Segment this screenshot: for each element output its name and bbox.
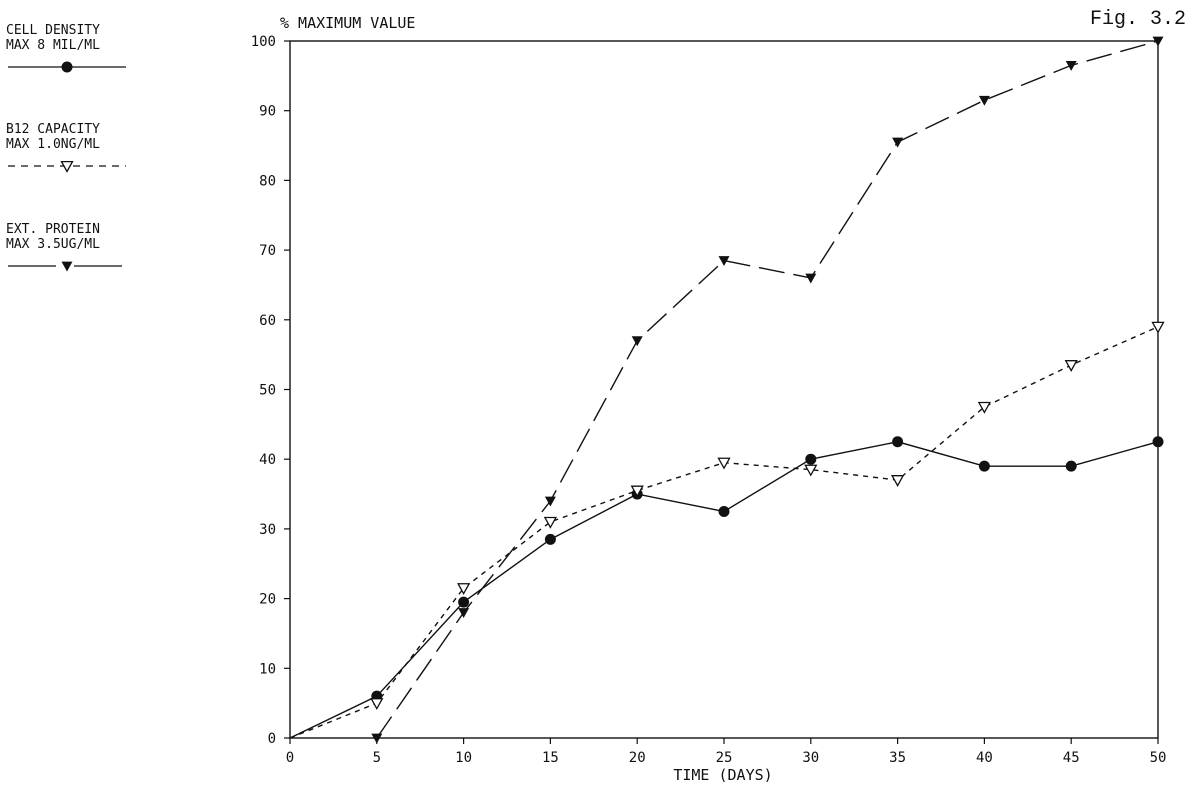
data-point bbox=[978, 95, 990, 106]
x-tick-label: 30 bbox=[802, 750, 819, 766]
legend-subtitle: MAX 3.5UG/ML bbox=[6, 237, 100, 252]
x-tick-label: 45 bbox=[1063, 750, 1080, 766]
y-tick-label: 30 bbox=[259, 522, 276, 538]
legend-marker bbox=[61, 61, 73, 73]
x-tick-label: 5 bbox=[373, 750, 381, 766]
data-point bbox=[370, 698, 384, 710]
data-point bbox=[804, 464, 818, 477]
data-point bbox=[631, 336, 643, 347]
data-point bbox=[718, 505, 730, 517]
y-tick-label: 70 bbox=[259, 243, 276, 259]
series-1 bbox=[289, 436, 1164, 739]
x-tick-label: 15 bbox=[542, 750, 559, 766]
y-tick-label: 20 bbox=[259, 592, 276, 608]
series-line bbox=[376, 40, 1159, 739]
legend-marker bbox=[61, 261, 73, 272]
y-tick-label: 100 bbox=[251, 34, 276, 50]
x-tick-label: 50 bbox=[1150, 750, 1167, 766]
data-point bbox=[977, 401, 992, 414]
legend-title: EXT. PROTEIN bbox=[6, 222, 100, 237]
data-point bbox=[630, 485, 644, 498]
x-tick-label: 0 bbox=[286, 750, 294, 766]
data-point bbox=[458, 608, 470, 619]
data-point bbox=[892, 137, 904, 148]
data-point bbox=[544, 533, 556, 545]
series-layer bbox=[289, 36, 1165, 744]
data-point bbox=[456, 583, 471, 595]
series-2 bbox=[289, 321, 1165, 739]
data-point bbox=[1065, 460, 1077, 472]
figure-label: Fig. 3.2 bbox=[1090, 8, 1186, 31]
x-axis-title: TIME (DAYS) bbox=[673, 766, 772, 784]
x-tick-label: 10 bbox=[455, 750, 472, 766]
data-point bbox=[978, 460, 990, 472]
legend-title: CELL DENSITY bbox=[6, 23, 100, 38]
y-tick-label: 40 bbox=[259, 452, 276, 468]
legend-subtitle: MAX 8 MIL/ML bbox=[6, 38, 100, 53]
data-point bbox=[458, 596, 470, 608]
plot-frame bbox=[289, 40, 1159, 739]
data-point bbox=[718, 256, 730, 267]
data-point bbox=[805, 453, 817, 465]
y-tick-label: 80 bbox=[259, 173, 276, 189]
x-tick-label: 25 bbox=[716, 750, 733, 766]
axes: 0 5 10 15 20 25 30 35 40 45 50 0 10 20 30 40 50 60 70 80 90 1… bbox=[251, 34, 1167, 766]
data-point bbox=[890, 475, 905, 487]
y-tick-label: 50 bbox=[259, 383, 276, 399]
x-tick-label: 35 bbox=[889, 750, 906, 766]
data-point bbox=[1151, 321, 1165, 334]
y-tick-label: 60 bbox=[259, 313, 276, 329]
data-point bbox=[1152, 36, 1164, 47]
data-point bbox=[1064, 360, 1078, 372]
y-tick-label: 10 bbox=[259, 661, 276, 677]
y-tick-label: 90 bbox=[259, 104, 276, 120]
legend-title: B12 CAPACITY bbox=[6, 122, 100, 137]
data-point bbox=[544, 496, 556, 507]
data-point bbox=[717, 457, 731, 470]
data-point bbox=[1065, 60, 1077, 71]
data-point bbox=[1152, 436, 1164, 448]
data-point bbox=[371, 733, 383, 744]
data-point bbox=[543, 516, 558, 529]
series-line bbox=[289, 441, 1159, 739]
y-axis-title: % MAXIMUM VALUE bbox=[280, 14, 415, 32]
legend-marker bbox=[60, 160, 74, 173]
data-point bbox=[892, 436, 904, 448]
data-point bbox=[805, 273, 817, 284]
y-tick-label: 0 bbox=[268, 731, 276, 747]
x-tick-label: 40 bbox=[976, 750, 993, 766]
legend-subtitle: MAX 1.0NG/ML bbox=[6, 137, 100, 152]
x-tick-label: 20 bbox=[629, 750, 646, 766]
series-3 bbox=[371, 36, 1164, 744]
